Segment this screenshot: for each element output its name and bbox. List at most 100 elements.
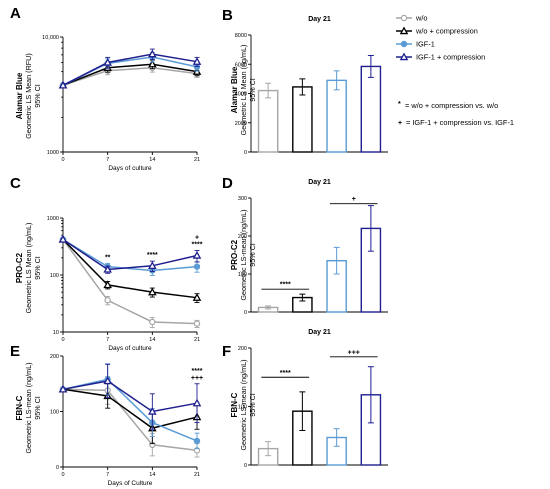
legend-triangle-marker [399, 52, 409, 61]
x-tick-label: 21 [194, 337, 200, 343]
y-axis-ci-label: 95% CI [33, 84, 42, 108]
panel-title: Day 21 [308, 179, 331, 186]
significance-label: **** [192, 241, 203, 248]
x-tick-label: 14 [149, 157, 155, 163]
y-axis-subtitle: Geometric LS-mean (ng/mL) [239, 209, 248, 300]
series-line [62, 238, 198, 271]
series-3 [58, 48, 202, 89]
y-tick-label: 10 [53, 330, 59, 336]
series-1 [58, 59, 202, 89]
bar [292, 86, 313, 153]
legend: w/o w/o + compression IGF-1 IGF-1 + compres… [396, 14, 514, 127]
y-axis-label: FBN-C Geometric LS-mean (ng/mL) 95% CI [230, 359, 257, 450]
series-line [62, 239, 198, 325]
series-line [62, 378, 198, 442]
series-2 [59, 236, 201, 276]
y-tick-label: 100 [50, 273, 59, 279]
y-axis-title: Alamar Blue [230, 66, 239, 113]
x-tick-label: 0 [61, 472, 64, 478]
panel-title: Day 21 [308, 329, 331, 336]
series-line [62, 238, 198, 272]
y-axis-ci-label: 95% CI [33, 396, 42, 420]
data-point [192, 398, 202, 407]
data-point [148, 49, 157, 58]
y-tick-label: 4000 [235, 92, 247, 98]
x-tick-label: 0 [61, 337, 64, 343]
significance-label: +++ [348, 349, 360, 356]
y-tick-label: 200 [238, 234, 247, 240]
bar-group-1 [292, 78, 313, 153]
y-tick-label: 0 [244, 150, 247, 156]
x-tick-label: 14 [149, 337, 155, 343]
y-tick-label: 200 [50, 354, 59, 360]
data-point [192, 293, 202, 301]
y-axis-title: PRO-C2 [15, 252, 24, 283]
significance-label: **** [192, 368, 203, 375]
significance-label: **** [280, 370, 291, 377]
significance-label: ** [105, 254, 111, 261]
y-axis-title: PRO-C2 [230, 239, 239, 270]
x-axis-title: Days of Culture [108, 480, 153, 487]
series-line [62, 53, 198, 86]
y-axis-subtitle: Geometric LS-mean (ng/mL) [239, 359, 248, 450]
data-point [148, 406, 157, 415]
legend-circle-marker [400, 40, 408, 48]
data-point [192, 57, 202, 65]
x-tick-label: 21 [194, 472, 200, 478]
y-axis-ci-label: 95% CI [33, 256, 42, 280]
panel-e: E FBN-C Geometric LS-mean (ng/mL) 95% CI 0 10… [10, 343, 203, 487]
bar-group-3 [360, 54, 382, 153]
data-point [148, 59, 157, 68]
significance-label: **** [280, 282, 291, 289]
significance-label: +++ [191, 375, 203, 382]
legend-note-symbol: * [398, 101, 401, 108]
series-line [62, 63, 198, 87]
panel-letter: E [10, 343, 20, 360]
series-line [62, 380, 198, 413]
series-0 [59, 236, 201, 328]
y-axis-label: PRO-C2 Geometric LS-mean (ng/mL) 95% CI [230, 209, 257, 300]
bar-group-1 [292, 293, 313, 313]
y-tick-label: 0 [56, 465, 59, 471]
significance-label: + [352, 196, 356, 203]
y-axis-subtitle: Geometric LS Mean (ng/mL) [24, 223, 33, 314]
x-tick-label: 14 [149, 472, 155, 478]
data-point [103, 280, 112, 289]
x-tick-label: 21 [194, 157, 200, 163]
y-axis-ci-label: 95% CI [248, 393, 257, 417]
y-tick-label: 6000 [235, 62, 247, 68]
y-axis-title: Alamar Blue [15, 72, 24, 119]
data-point [148, 287, 157, 296]
y-tick-label: 100 [238, 272, 247, 278]
legend-note: = w/o + compression vs. w/o [405, 101, 498, 110]
bar [360, 65, 382, 153]
bar-group-2 [326, 428, 347, 466]
legend-circle-marker [400, 14, 408, 22]
y-axis-subtitle: Geometric LS Mean (RFU) [24, 53, 33, 138]
data-point [58, 234, 68, 243]
data-point [103, 57, 112, 66]
bar-group-0 [257, 82, 279, 153]
panel-d: D PRO-C2 Geometric LS-mean (ng/mL) 95% CI 0 1… [222, 175, 388, 316]
panel-letter: B [222, 7, 233, 24]
y-tick-label: 2000 [235, 121, 247, 127]
data-point [103, 376, 112, 385]
x-tick-label: 0 [61, 157, 64, 163]
data-point [104, 297, 111, 304]
y-tick-label: 10,000 [42, 35, 59, 41]
y-axis-label: Alamar Blue Geometric LS Mean (ng/mL) 95% … [230, 45, 257, 136]
data-point [58, 384, 68, 393]
y-axis-ci-label: 95% CI [248, 78, 257, 102]
bar-group-2 [326, 246, 347, 313]
bar-group-0 [257, 441, 279, 466]
data-point [192, 250, 202, 259]
y-tick-label: 100 [238, 405, 247, 411]
y-tick-label: 8000 [235, 33, 247, 39]
y-axis-label: FBN-C Geometric LS-mean (ng/mL) 95% CI [15, 362, 42, 453]
y-axis-subtitle: Geometric LS Mean (ng/mL) [239, 45, 248, 136]
data-point [193, 263, 201, 270]
x-tick-label: 7 [106, 337, 109, 343]
y-axis-ci-label: 95% CI [248, 243, 257, 267]
